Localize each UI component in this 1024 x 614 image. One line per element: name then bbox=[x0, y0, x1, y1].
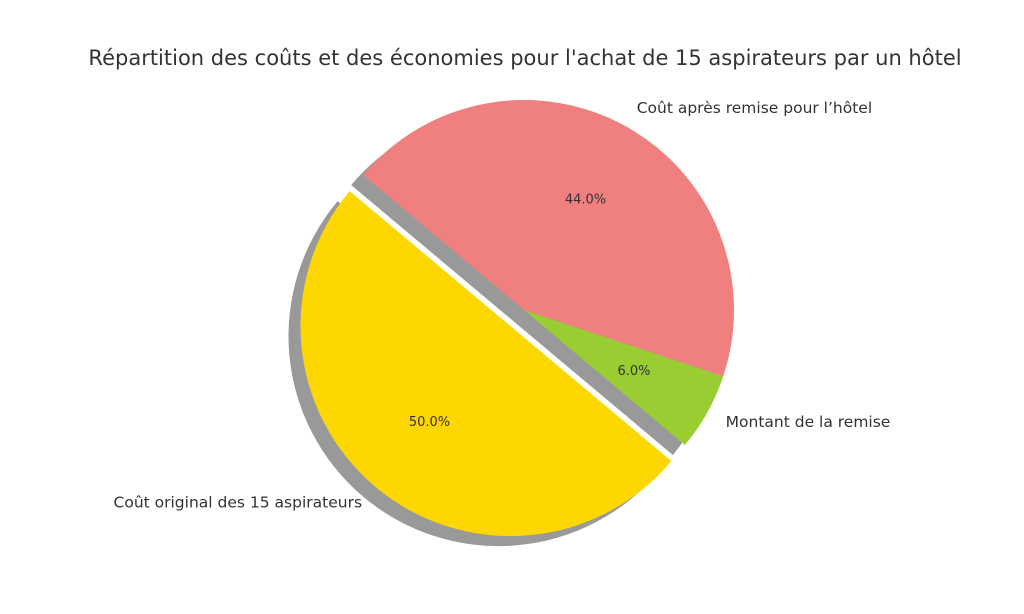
chart-title: Répartition des coûts et des économies p… bbox=[88, 46, 961, 70]
slice-label-cout-apres-remise-pour-l-hotel: Coût après remise pour l’hôtel bbox=[637, 99, 872, 117]
pie-slice-montant-de-la-remise bbox=[524, 310, 724, 445]
slice-percent-montant-de-la-remise: 6.0% bbox=[617, 364, 650, 379]
pie-slices bbox=[300, 100, 735, 537]
slice-percent-cout-original-des-15-aspirateurs: 50.0% bbox=[409, 415, 450, 430]
pie-slice-cout-apres-remise-pour-l-hotel bbox=[363, 100, 735, 377]
slice-label-cout-original-des-15-aspirateurs: Coût original des 15 aspirateurs bbox=[114, 494, 363, 512]
pie-labels: Coût original des 15 aspirateurs 50.0% Mon… bbox=[114, 99, 891, 512]
slice-label-montant-de-la-remise: Montant de la remise bbox=[726, 413, 891, 431]
slice-percent-cout-apres-remise-pour-l-hotel: 44.0% bbox=[565, 193, 606, 208]
pie-slice-cout-original-des-15-aspirateurs bbox=[300, 191, 672, 537]
